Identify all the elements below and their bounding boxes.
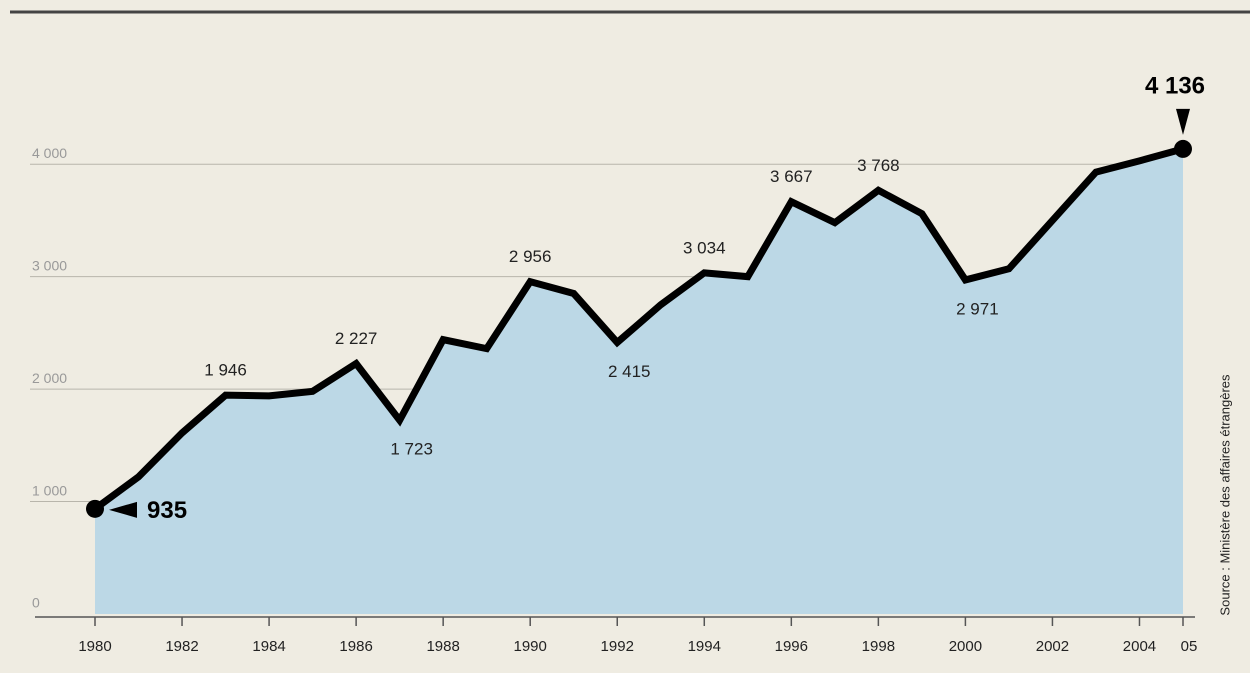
end-marker — [1174, 139, 1192, 158]
x-tick-label: 1990 — [514, 638, 547, 655]
x-tick-label: 1984 — [252, 638, 285, 655]
value-label: 3 034 — [683, 238, 726, 257]
value-label: 2 415 — [608, 362, 651, 381]
x-tick-label: 1994 — [688, 638, 721, 655]
value-label: 4 136 — [1145, 72, 1205, 99]
x-tick-label: 2004 — [1123, 638, 1156, 655]
x-tick-label: 1986 — [339, 638, 372, 655]
area — [95, 148, 1183, 614]
value-label: 2 956 — [509, 247, 552, 266]
x-tick-label: 1996 — [775, 638, 808, 655]
y-tick-label: 3 000 — [32, 257, 67, 273]
pointer — [1176, 108, 1190, 135]
y-tick-label: 4 000 — [32, 145, 67, 161]
value-label: 935 — [147, 497, 187, 524]
x-tick-label: 1998 — [862, 638, 895, 655]
x-tick-label: 1982 — [165, 638, 198, 655]
end-marker — [86, 499, 104, 518]
pointer — [109, 501, 137, 518]
x-tick-label: 2000 — [949, 638, 982, 655]
y-tick-label: 1 000 — [32, 482, 67, 498]
x-tick-label: 2002 — [1036, 638, 1069, 655]
x-tick-label: 1980 — [78, 638, 111, 655]
source: Source : Ministère des affaires étrangèr… — [1217, 374, 1232, 616]
line — [92, 145, 1184, 512]
value-label: 2 227 — [335, 329, 378, 348]
y-tick-label: 0 — [32, 595, 40, 611]
y-tick-label: 2 000 — [32, 370, 67, 386]
x-tick-label: 1992 — [601, 638, 634, 655]
value-label: 3 667 — [770, 167, 813, 186]
x-tick-label: 05 — [1181, 638, 1198, 655]
x-tick-label: 1988 — [426, 638, 459, 655]
value-label: 1 946 — [204, 361, 247, 380]
value-label: 2 971 — [956, 299, 999, 318]
value-label: 1 723 — [390, 440, 433, 459]
value-label: 3 768 — [857, 156, 900, 175]
